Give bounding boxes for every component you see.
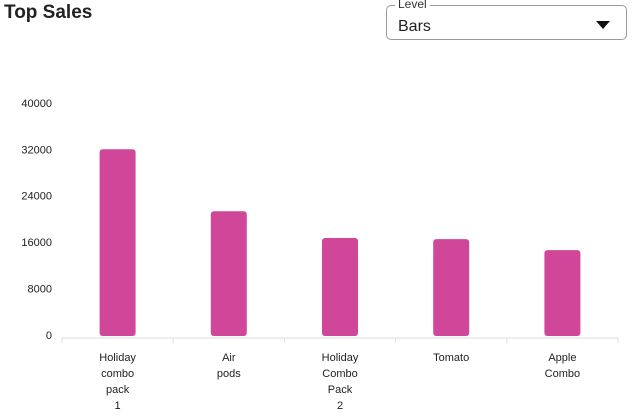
- x-tick-label: Air pods: [217, 352, 241, 380]
- bar: [99, 149, 136, 336]
- y-tick-label: 8000: [28, 284, 52, 296]
- page-title: Top Sales: [4, 2, 93, 23]
- y-tick-label: 40000: [21, 98, 52, 110]
- y-tick-label: 0: [46, 330, 52, 342]
- y-tick-label: 24000: [21, 191, 52, 203]
- x-tick-label: Holiday Combo Pack 2: [322, 352, 359, 412]
- bar: [210, 211, 247, 336]
- dropdown-label: Level: [395, 0, 430, 11]
- x-tick-label: Tomato: [433, 352, 469, 364]
- x-tick-label: Apple Combo: [545, 352, 580, 380]
- y-tick-label: 16000: [21, 237, 52, 249]
- y-tick-label: 32000: [21, 144, 52, 156]
- bar: [322, 237, 358, 336]
- level-dropdown[interactable]: Level Bars: [386, 0, 627, 40]
- bar: [433, 239, 470, 336]
- bar: [544, 250, 581, 336]
- x-tick-label: Holiday combo pack 1: [99, 352, 136, 412]
- dropdown-value: Bars: [398, 18, 431, 35]
- dropdown-arrow: [596, 21, 610, 29]
